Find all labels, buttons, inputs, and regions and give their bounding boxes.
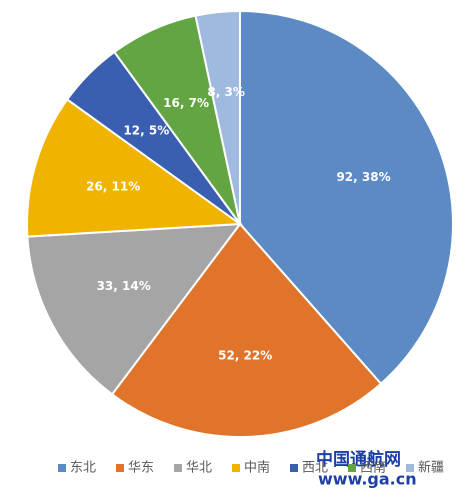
legend-label: 西北 <box>302 461 328 476</box>
legend-swatch <box>406 464 414 472</box>
pie-slice <box>26 98 243 238</box>
legend-swatch <box>232 464 240 472</box>
data-label: 92, 38% <box>336 170 390 184</box>
legend-label: 东北 <box>70 461 96 476</box>
data-label: 8, 3% <box>207 85 244 99</box>
data-label: 16, 7% <box>163 96 209 110</box>
data-label: 26, 11% <box>86 180 140 194</box>
pie-slice <box>194 9 241 225</box>
pie-slice <box>239 9 454 386</box>
watermark-url: www.ga.cn <box>318 470 417 489</box>
pie-slice <box>110 222 383 438</box>
legend-swatch <box>290 464 298 472</box>
legend-swatch <box>58 464 66 472</box>
legend-label: 新疆 <box>418 460 444 476</box>
data-label: 12, 5% <box>123 123 169 137</box>
data-label: 52, 22% <box>218 348 272 362</box>
pie-slice <box>26 222 243 396</box>
legend-label: 中南 <box>244 460 270 476</box>
legend-label: 西南 <box>360 460 386 476</box>
legend-swatch <box>348 464 356 472</box>
watermark-name: 中国通航网 <box>316 449 401 470</box>
legend-label: 华东 <box>128 461 154 476</box>
data-label: 33, 14% <box>97 279 151 293</box>
legend-swatch <box>174 464 182 472</box>
legend-label: 华北 <box>186 461 212 476</box>
legend-swatch <box>116 464 124 472</box>
